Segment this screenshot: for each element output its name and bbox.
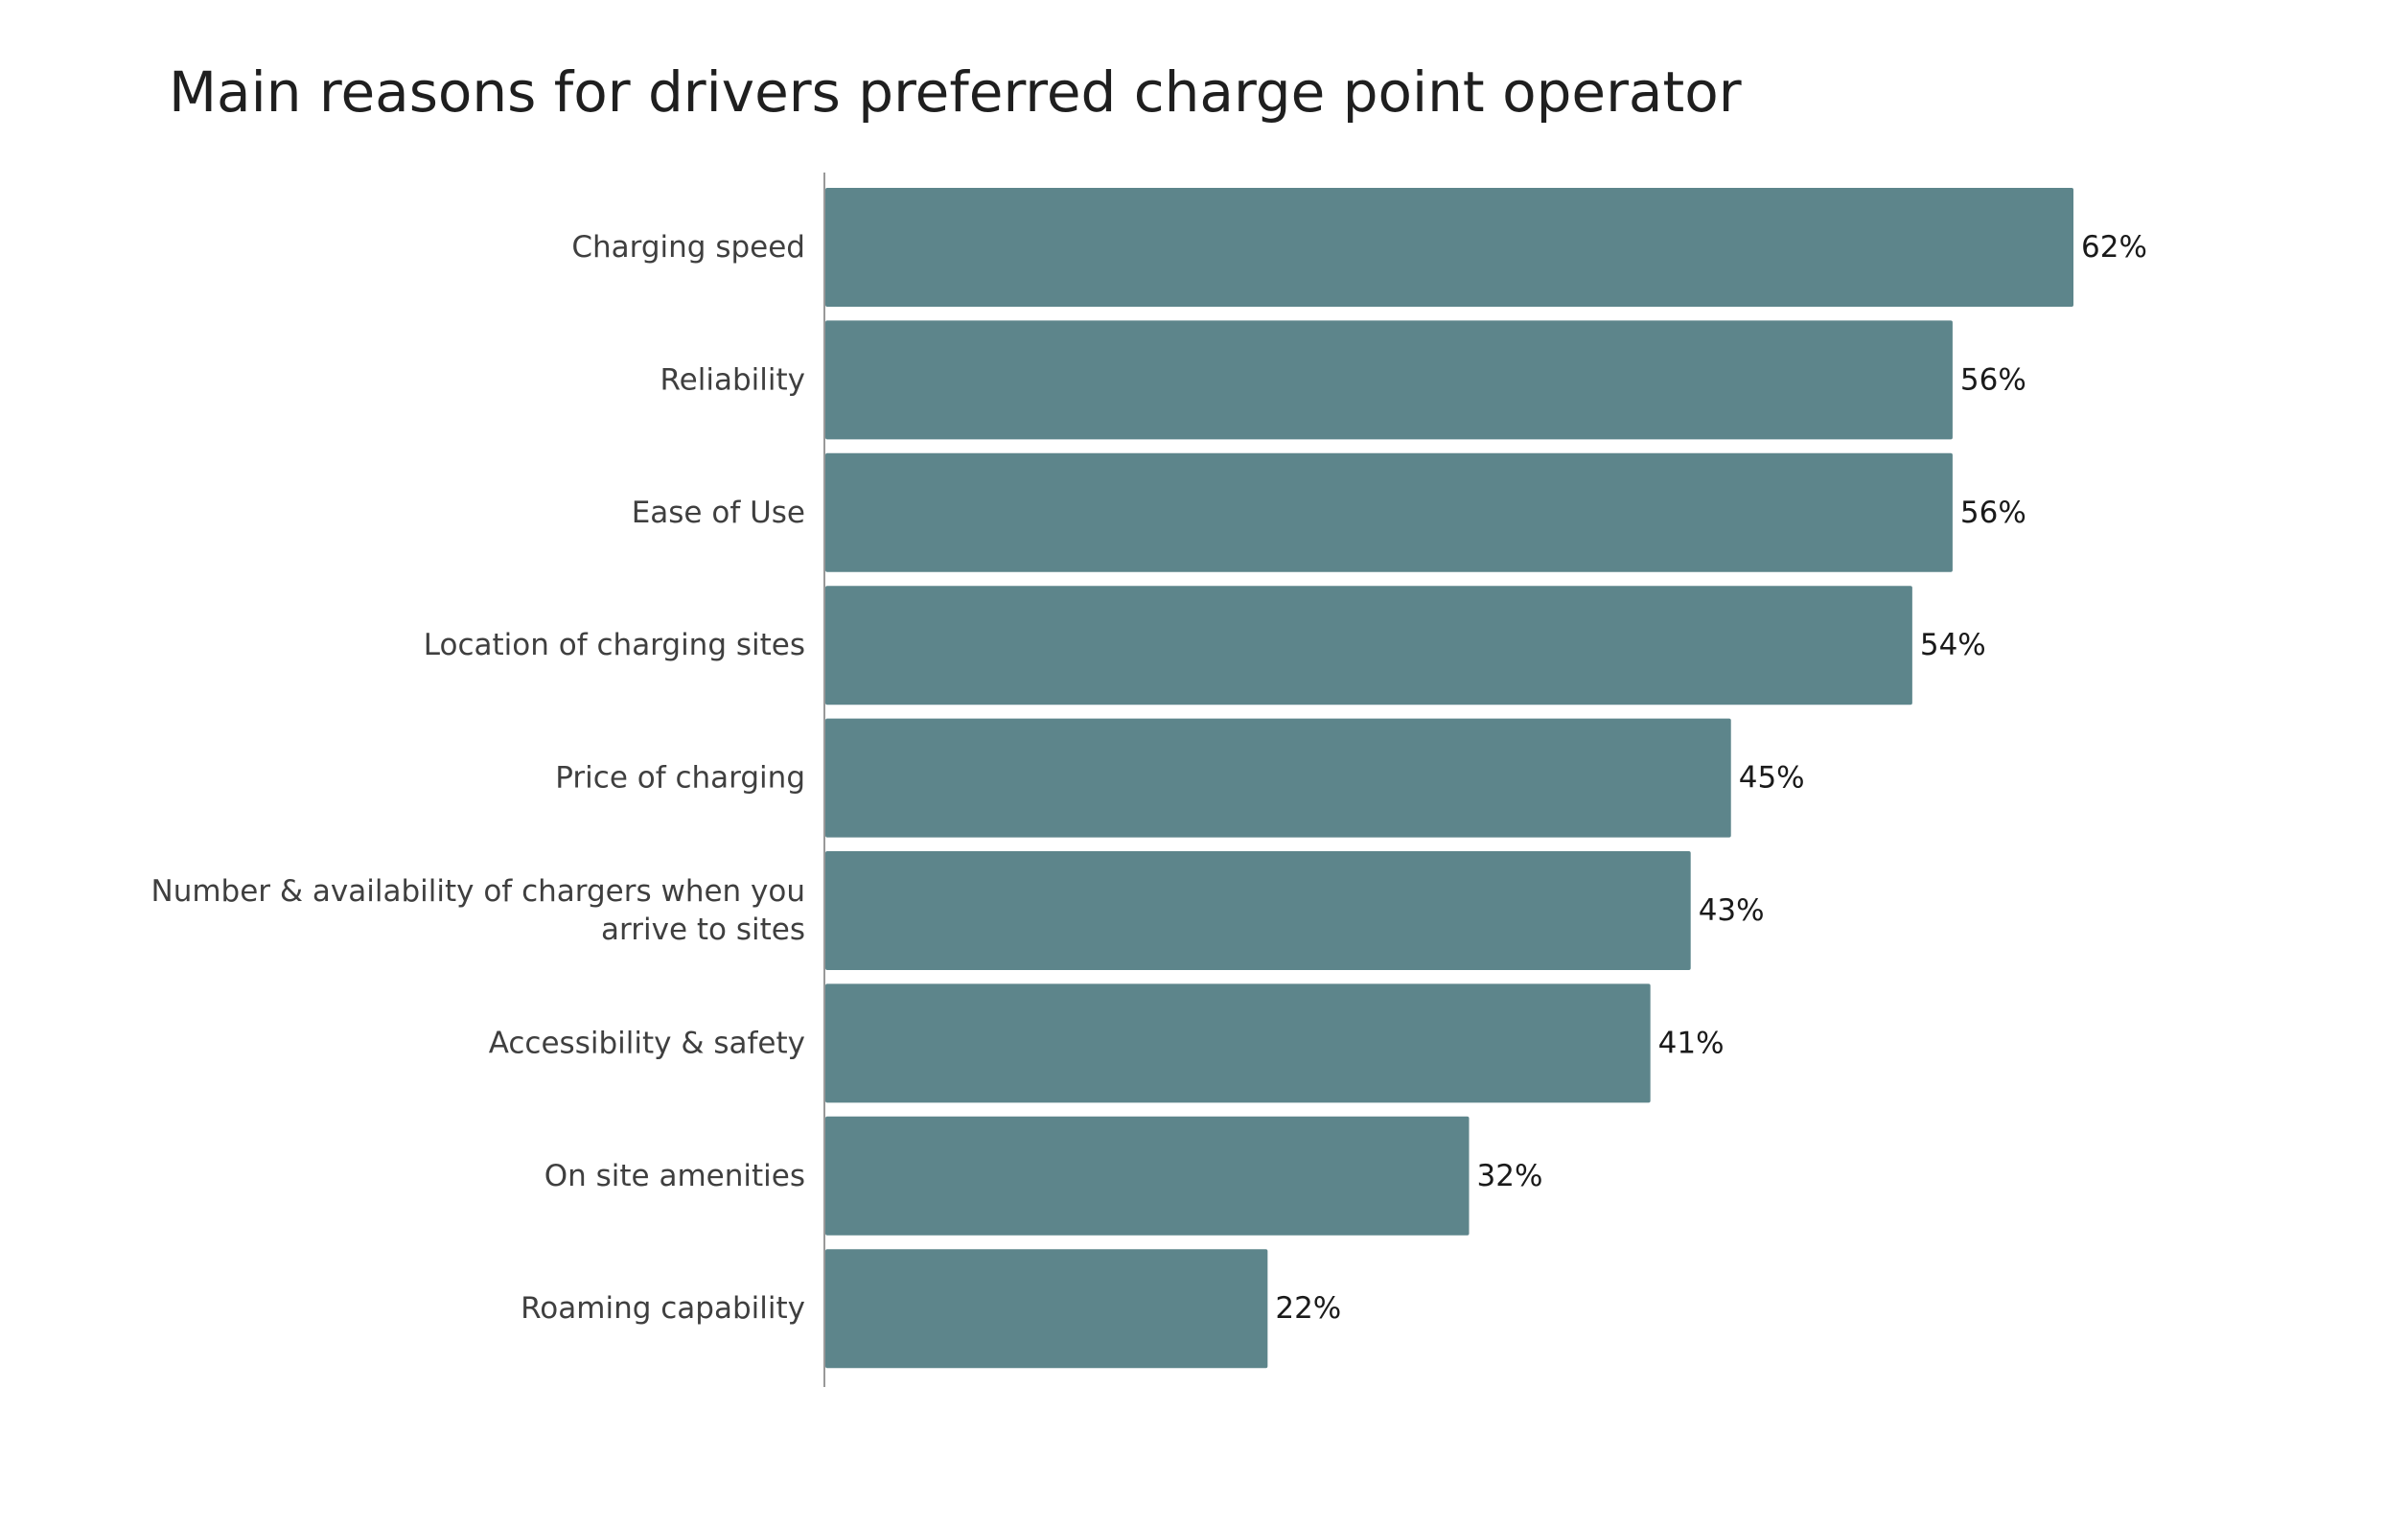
category-label: Roaming capability [521, 1291, 805, 1326]
value-label: 22% [1275, 1291, 1341, 1326]
category-label: Reliability [660, 362, 805, 397]
category-label: Charging speed [571, 230, 805, 265]
value-labels-group: 62% 56% 56% 54% 45% 43% 41% 32% 22% [1275, 230, 2147, 1326]
category-label: On site amenities [544, 1159, 805, 1193]
bar [825, 718, 1731, 838]
value-label: 54% [1920, 628, 1986, 662]
value-label: 62% [2081, 230, 2147, 265]
value-label: 43% [1699, 893, 1765, 928]
category-label: Location of charging sites [424, 628, 805, 662]
bar [825, 1249, 1268, 1369]
bar [825, 1116, 1470, 1236]
value-label: 56% [1960, 362, 2026, 397]
category-label: Accessibility & safety [489, 1026, 805, 1060]
bars-group [825, 188, 2073, 1369]
chart-title: Main reasons for drivers preferred charg… [169, 59, 1742, 125]
value-label: 45% [1739, 761, 1805, 796]
value-label: 56% [1960, 496, 2026, 530]
category-label: Ease of Use [632, 496, 805, 530]
bar [825, 586, 1912, 705]
bar [825, 851, 1691, 970]
bar [825, 452, 1953, 572]
category-label: arrive to sites [601, 913, 805, 947]
bar [825, 188, 2073, 307]
bar [825, 320, 1953, 440]
category-label: Price of charging [555, 761, 805, 796]
value-label: 32% [1477, 1159, 1543, 1193]
category-labels-group: Charging speed Reliability Ease of Use Loca… [151, 230, 806, 1326]
category-label: Number & availability of chargers when y… [151, 874, 806, 909]
bar [825, 983, 1651, 1103]
value-label: 41% [1658, 1026, 1725, 1060]
